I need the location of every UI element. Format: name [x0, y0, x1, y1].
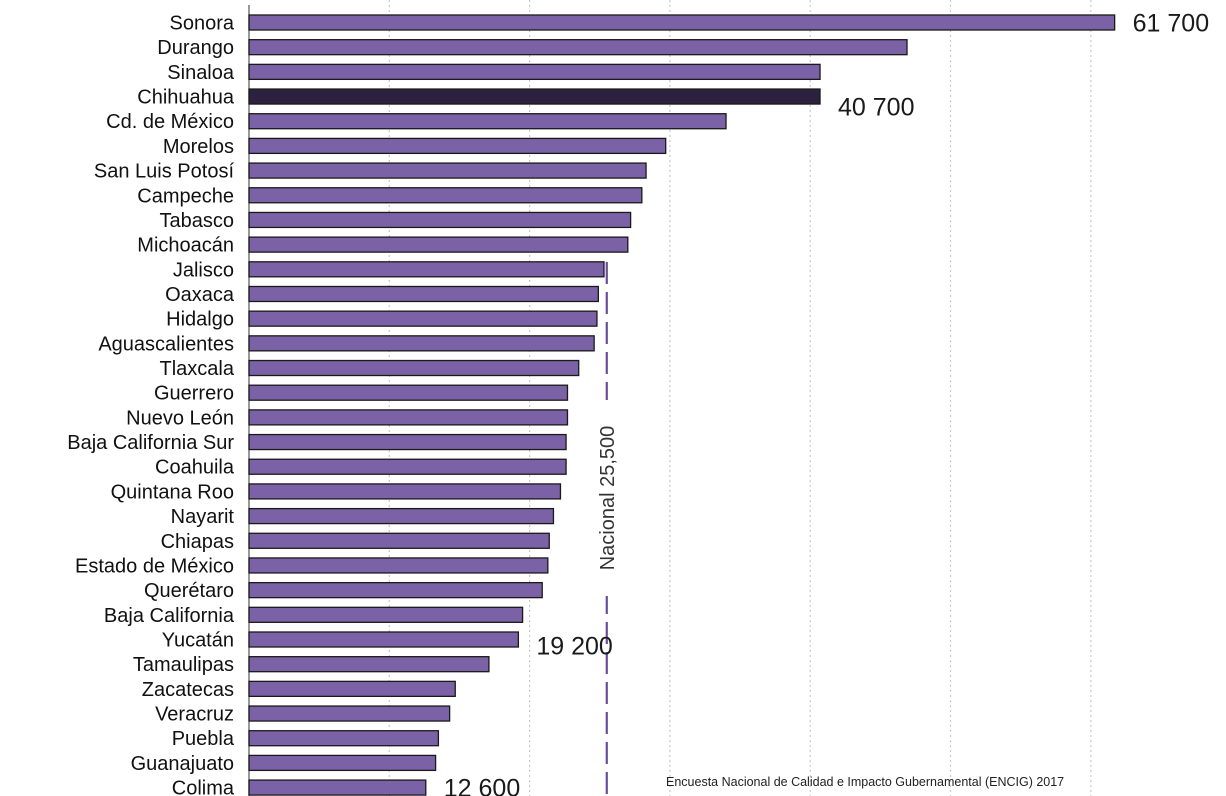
- category-label-coahuila: Coahuila: [155, 457, 235, 479]
- bar-zacatecas: [248, 680, 456, 698]
- bar-durango: [248, 39, 908, 56]
- bar-jalisco: [248, 261, 605, 278]
- bar-nayarit: [248, 507, 555, 525]
- bar-aguascalientes: [248, 335, 595, 352]
- category-label-tlaxcala: Tlaxcala: [160, 358, 235, 380]
- bar-baja-california-sur: [248, 433, 567, 451]
- bar-morelos: [248, 137, 667, 155]
- category-label-quintana-roo: Quintana Roo: [111, 481, 234, 503]
- data-label-colima: 12 600: [444, 775, 520, 796]
- bar-tabasco: [248, 211, 632, 229]
- data-label-yucatan: 19 200: [536, 633, 612, 661]
- category-label-morelos: Morelos: [163, 136, 234, 158]
- bar-guerrero: [248, 384, 569, 401]
- category-label-sinaloa: Sinaloa: [167, 62, 235, 84]
- category-label-queretaro: Querétaro: [144, 580, 234, 602]
- category-label-san-luis-potosi: San Luis Potosí: [94, 161, 235, 183]
- category-label-nayarit: Nayarit: [171, 506, 235, 528]
- bar-veracruz: [248, 705, 451, 722]
- bar-queretaro: [248, 581, 543, 599]
- bar-oaxaca: [248, 285, 599, 303]
- bar-san-luis-potosi: [248, 162, 647, 179]
- category-label-cd-de-mexico: Cd. de México: [106, 111, 234, 133]
- bar-campeche: [248, 187, 643, 204]
- bar-colima: [248, 779, 427, 796]
- category-label-campeche: Campeche: [137, 185, 234, 207]
- category-label-jalisco: Jalisco: [173, 259, 234, 281]
- data-label-sonora: 61 700: [1133, 10, 1209, 38]
- category-label-baja-california: Baja California: [104, 605, 235, 627]
- category-label-puebla: Puebla: [172, 728, 235, 750]
- bar-michoacan: [248, 236, 629, 253]
- bar-chiapas: [248, 532, 550, 549]
- bars: [248, 14, 1116, 796]
- bar-baja-california: [248, 606, 524, 623]
- category-label-chiapas: Chiapas: [161, 531, 234, 553]
- bar-chihuahua: [248, 88, 821, 105]
- category-label-veracruz: Veracruz: [155, 704, 234, 726]
- bar-coahuila: [248, 458, 567, 475]
- data-label-chihuahua: 40 700: [838, 94, 914, 122]
- reference-label-backing: [593, 400, 620, 596]
- bar-yucatan: [248, 631, 520, 648]
- category-label-baja-california-sur: Baja California Sur: [67, 432, 234, 454]
- data-labels: 61 700 40 700 19 200 12 600: [444, 10, 1209, 796]
- bar-tamaulipas: [248, 656, 490, 673]
- category-label-hidalgo: Hidalgo: [166, 309, 234, 331]
- bar-quintana-roo: [248, 483, 562, 500]
- category-label-guanajuato: Guanajuato: [131, 753, 234, 775]
- category-label-tabasco: Tabasco: [160, 210, 235, 232]
- reference-line-group: Nacional 25,500: [593, 262, 620, 796]
- category-label-tamaulipas: Tamaulipas: [133, 654, 234, 676]
- bar-tlaxcala: [248, 359, 580, 377]
- bar-sonora: [248, 14, 1116, 31]
- reference-line-label: Nacional 25,500: [597, 426, 619, 571]
- category-label-colima: Colima: [172, 778, 235, 796]
- category-label-nuevo-leon: Nuevo León: [126, 407, 234, 429]
- bar-nuevo-leon: [248, 409, 569, 426]
- bar-puebla: [248, 730, 440, 747]
- category-label-oaxaca: Oaxaca: [165, 284, 235, 306]
- category-label-guerrero: Guerrero: [154, 383, 234, 405]
- category-label-estado-de-mexico: Estado de México: [75, 555, 234, 577]
- bar-estado-de-mexico: [248, 557, 549, 574]
- category-label-michoacan: Michoacán: [137, 235, 234, 257]
- category-label-chihuahua: Chihuahua: [137, 87, 235, 109]
- bar-sinaloa: [248, 63, 821, 81]
- category-label-yucatan: Yucatán: [162, 630, 234, 652]
- category-label-sonora: Sonora: [170, 13, 235, 35]
- category-label-durango: Durango: [157, 37, 234, 59]
- category-label-aguascalientes: Aguascalientes: [98, 333, 234, 355]
- category-label-zacatecas: Zacatecas: [142, 679, 234, 701]
- bar-hidalgo: [248, 310, 598, 327]
- source-note: Encuesta Nacional de Calidad e Impacto G…: [666, 775, 1065, 789]
- bar-cd-de-mexico: [248, 113, 727, 130]
- bar-guanajuato: [248, 754, 437, 772]
